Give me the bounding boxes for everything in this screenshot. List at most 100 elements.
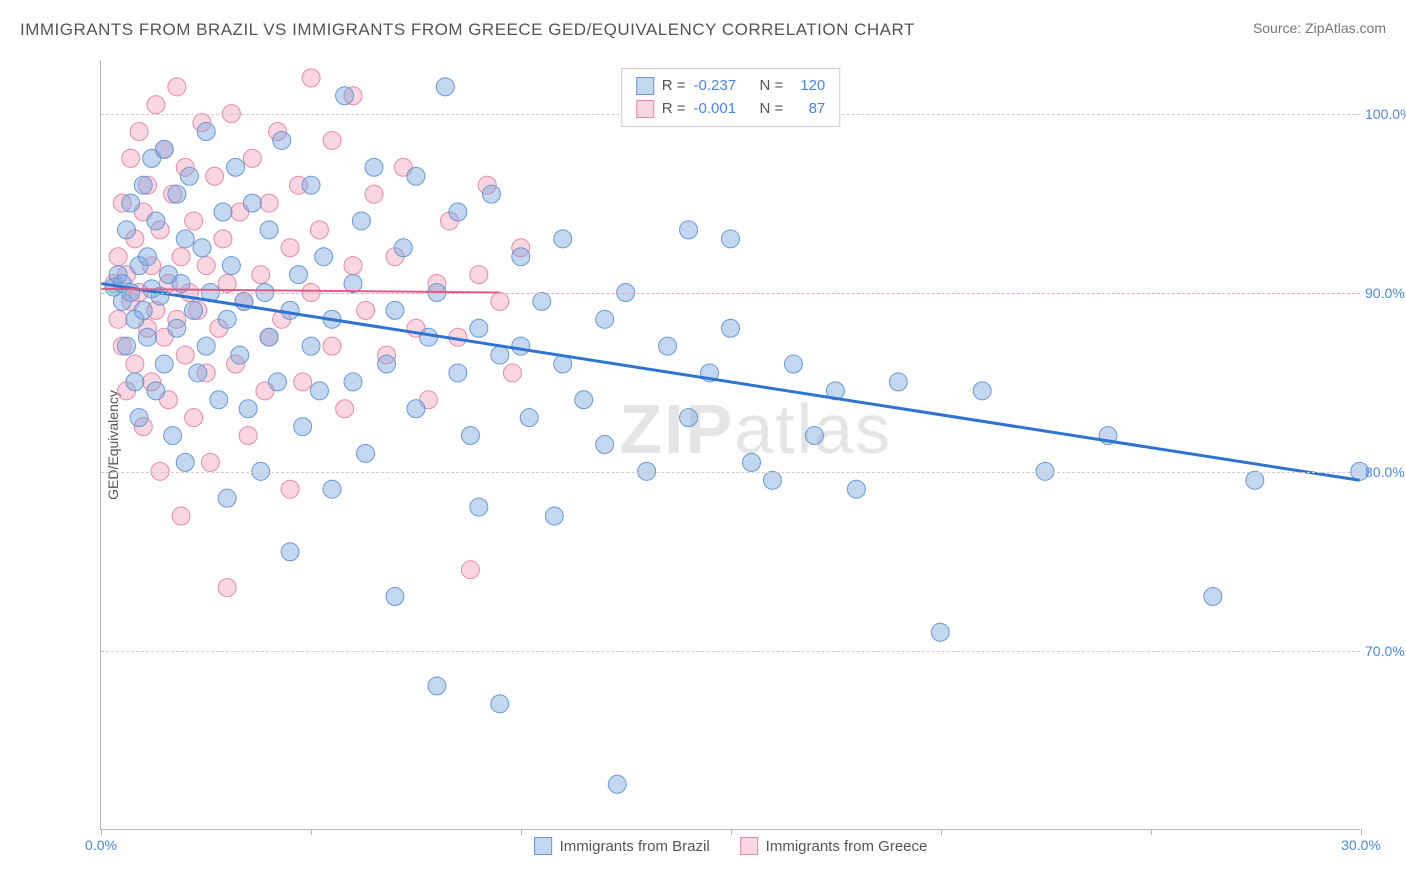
data-point: [470, 498, 488, 516]
data-point: [227, 158, 245, 176]
y-tick-label: 70.0%: [1365, 643, 1406, 659]
data-point: [155, 355, 173, 373]
data-point: [365, 158, 383, 176]
x-tick: [311, 829, 312, 835]
data-point: [126, 373, 144, 391]
gridline-h: [101, 293, 1360, 294]
y-tick-label: 100.0%: [1365, 106, 1406, 122]
legend-r-label: R =: [662, 75, 686, 98]
data-point: [206, 167, 224, 185]
x-tick: [941, 829, 942, 835]
legend-n-label: N =: [760, 98, 784, 121]
chart-title: IMMIGRANTS FROM BRAZIL VS IMMIGRANTS FRO…: [20, 20, 915, 40]
legend-swatch-greece: [636, 100, 654, 118]
data-point: [336, 87, 354, 105]
data-point: [122, 149, 140, 167]
data-point: [344, 373, 362, 391]
data-point: [394, 239, 412, 257]
legend-n-label: N =: [760, 75, 784, 98]
chart-container: GED/Equivalency ZIPatlas R = -0.237 N = …: [50, 60, 1370, 830]
data-point: [491, 695, 509, 713]
x-tick: [1151, 829, 1152, 835]
legend-swatch-brazil: [636, 77, 654, 95]
gridline-h: [101, 472, 1360, 473]
data-point: [168, 78, 186, 96]
data-point: [449, 203, 467, 221]
data-point: [302, 337, 320, 355]
legend-swatch-icon: [534, 837, 552, 855]
data-point: [185, 301, 203, 319]
correlation-legend: R = -0.237 N = 120 R = -0.001 N = 87: [621, 68, 841, 127]
data-point: [218, 310, 236, 328]
data-point: [310, 221, 328, 239]
data-point: [763, 471, 781, 489]
y-tick-label: 90.0%: [1365, 285, 1406, 301]
legend-item-label: Immigrants from Brazil: [560, 838, 710, 855]
data-point: [155, 140, 173, 158]
data-point: [294, 418, 312, 436]
data-point: [680, 221, 698, 239]
data-point: [722, 319, 740, 337]
data-point: [117, 221, 135, 239]
data-point: [533, 292, 551, 310]
data-point: [378, 355, 396, 373]
data-point: [722, 230, 740, 248]
data-point: [336, 400, 354, 418]
data-point: [470, 319, 488, 337]
data-point: [520, 409, 538, 427]
data-point: [575, 391, 593, 409]
data-point: [281, 480, 299, 498]
data-point: [176, 230, 194, 248]
data-point: [323, 131, 341, 149]
data-point: [117, 337, 135, 355]
data-point: [214, 203, 232, 221]
data-point: [176, 346, 194, 364]
data-point: [805, 427, 823, 445]
data-point: [210, 391, 228, 409]
data-point: [352, 212, 370, 230]
data-point: [596, 310, 614, 328]
data-point: [130, 123, 148, 141]
legend-row: R = -0.237 N = 120: [636, 75, 826, 98]
data-point: [449, 364, 467, 382]
y-tick-label: 80.0%: [1365, 464, 1406, 480]
x-tick: [1361, 829, 1362, 835]
data-point: [407, 400, 425, 418]
data-point: [147, 212, 165, 230]
data-point: [147, 96, 165, 114]
x-tick: [101, 829, 102, 835]
x-tick-label: 0.0%: [85, 837, 117, 853]
data-point: [482, 185, 500, 203]
data-point: [302, 69, 320, 87]
data-point: [273, 131, 291, 149]
data-point: [176, 453, 194, 471]
data-point: [147, 382, 165, 400]
data-point: [172, 248, 190, 266]
data-point: [889, 373, 907, 391]
data-point: [260, 194, 278, 212]
data-point: [193, 239, 211, 257]
legend-swatch-icon: [740, 837, 758, 855]
data-point: [281, 239, 299, 257]
data-point: [222, 257, 240, 275]
source-attribution: Source: ZipAtlas.com: [1253, 20, 1386, 36]
data-point: [608, 775, 626, 793]
data-point: [168, 319, 186, 337]
legend-row: R = -0.001 N = 87: [636, 98, 826, 121]
legend-r-value: -0.237: [694, 75, 752, 98]
data-point: [197, 257, 215, 275]
data-point: [931, 623, 949, 641]
data-point: [185, 212, 203, 230]
data-point: [109, 248, 127, 266]
data-point: [189, 364, 207, 382]
plot-area: ZIPatlas R = -0.237 N = 120 R = -0.001 N…: [100, 60, 1360, 830]
data-point: [545, 507, 563, 525]
legend-n-value: 87: [791, 98, 825, 121]
data-point: [172, 507, 190, 525]
data-point: [491, 346, 509, 364]
data-point: [243, 149, 261, 167]
data-point: [344, 275, 362, 293]
data-point: [323, 337, 341, 355]
data-point: [491, 292, 509, 310]
data-point: [742, 453, 760, 471]
